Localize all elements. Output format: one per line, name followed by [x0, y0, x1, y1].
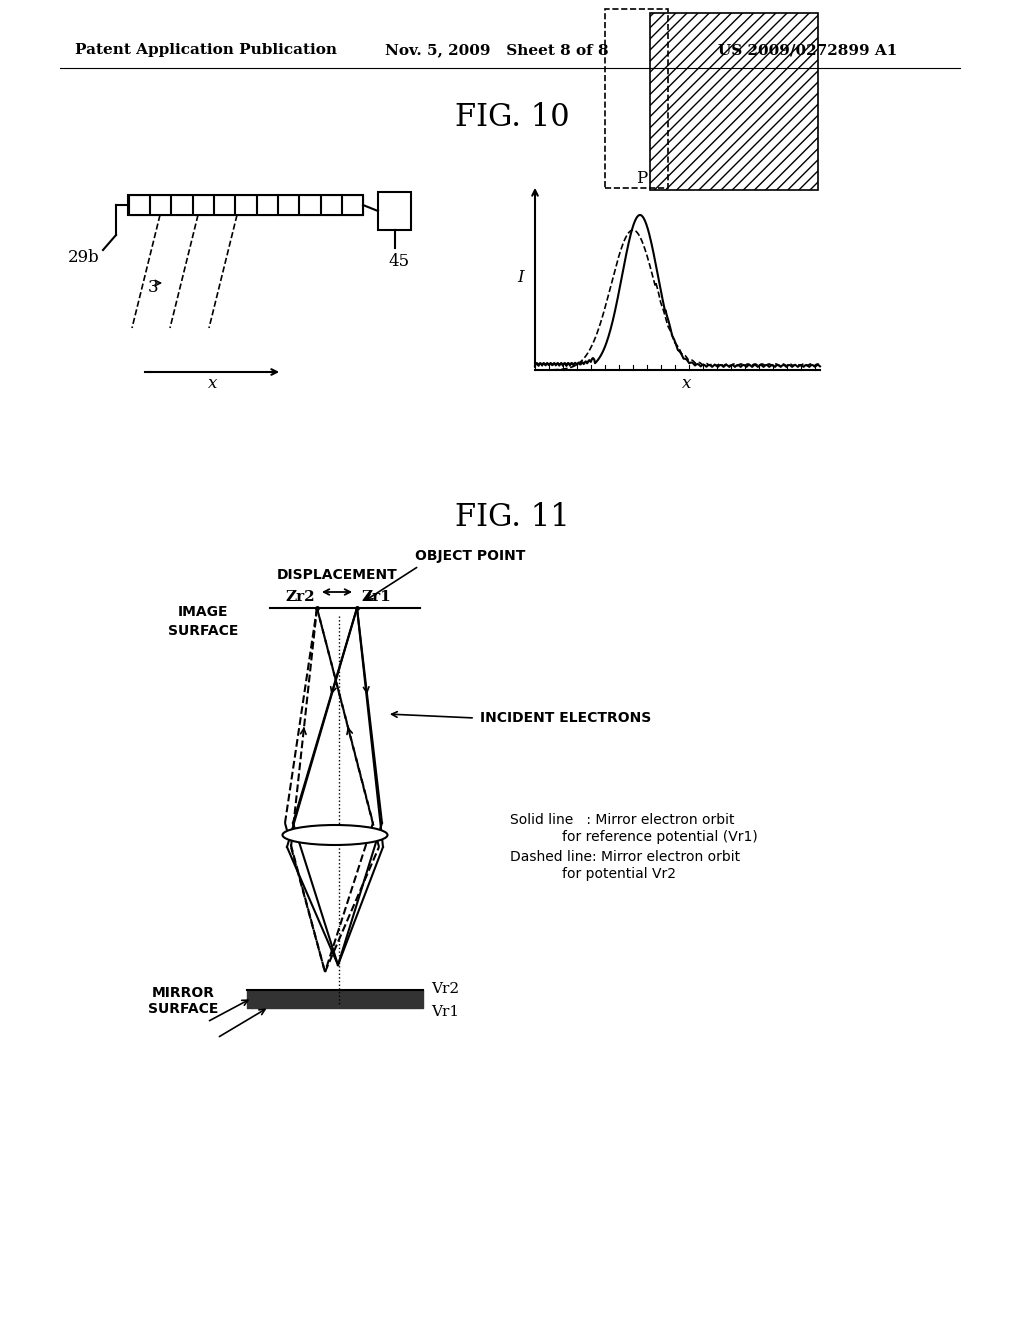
- Text: FIG. 10: FIG. 10: [455, 103, 569, 133]
- Text: Nov. 5, 2009   Sheet 8 of 8: Nov. 5, 2009 Sheet 8 of 8: [385, 44, 608, 57]
- Bar: [128, 195, 148, 215]
- Ellipse shape: [283, 825, 387, 845]
- Bar: [605, 9, 668, 187]
- Text: DISPLACEMENT: DISPLACEMENT: [276, 568, 397, 582]
- Text: US 2009/0272899 A1: US 2009/0272899 A1: [718, 44, 897, 57]
- Bar: [650, 13, 818, 190]
- Text: 45: 45: [388, 253, 410, 271]
- Bar: [257, 195, 278, 215]
- Bar: [342, 195, 362, 215]
- Bar: [214, 195, 234, 215]
- Text: SURFACE: SURFACE: [168, 624, 239, 638]
- Text: P: P: [636, 170, 647, 187]
- Text: x: x: [682, 375, 691, 392]
- Bar: [236, 195, 256, 215]
- Text: MIRROR: MIRROR: [152, 986, 214, 1001]
- Text: IMAGE: IMAGE: [178, 605, 228, 619]
- Text: I: I: [518, 269, 524, 286]
- Text: for reference potential (Vr1): for reference potential (Vr1): [562, 830, 758, 843]
- Text: 3: 3: [148, 280, 159, 297]
- Bar: [171, 195, 191, 215]
- Text: SURFACE: SURFACE: [147, 1002, 218, 1016]
- Text: OBJECT POINT: OBJECT POINT: [415, 549, 525, 564]
- Text: Vr2: Vr2: [431, 982, 459, 997]
- Text: 29b: 29b: [68, 249, 99, 267]
- Text: Zr1: Zr1: [361, 590, 391, 605]
- Text: Zr2: Zr2: [285, 590, 314, 605]
- Bar: [150, 195, 170, 215]
- Bar: [299, 195, 319, 215]
- Text: Patent Application Publication: Patent Application Publication: [75, 44, 337, 57]
- Text: FIG. 11: FIG. 11: [455, 503, 569, 533]
- Text: INCIDENT ELECTRONS: INCIDENT ELECTRONS: [480, 711, 651, 725]
- Text: Solid line   : Mirror electron orbit: Solid line : Mirror electron orbit: [510, 813, 734, 828]
- Text: for potential Vr2: for potential Vr2: [562, 867, 676, 880]
- Bar: [193, 195, 213, 215]
- Bar: [279, 195, 298, 215]
- Text: Vr1: Vr1: [431, 1005, 459, 1019]
- Bar: [128, 195, 362, 215]
- Text: x: x: [208, 375, 218, 392]
- Bar: [378, 191, 411, 230]
- Text: Dashed line: Mirror electron orbit: Dashed line: Mirror electron orbit: [510, 850, 740, 865]
- Bar: [321, 195, 341, 215]
